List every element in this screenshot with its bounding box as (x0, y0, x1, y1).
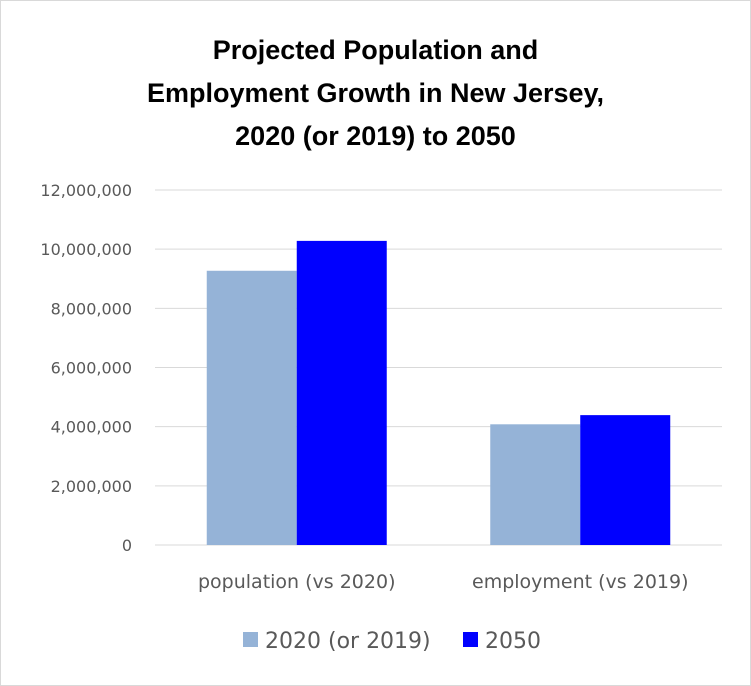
bar-1-1 (206, 270, 297, 545)
bar-2-1 (296, 240, 387, 545)
bars (206, 240, 671, 545)
x-category-label: employment (vs 2019) (472, 571, 689, 593)
legend: 2020 (or 2019) 2050 (243, 629, 541, 654)
chart-title-line-3: 2020 (or 2019) to 2050 (235, 121, 516, 151)
y-tick-label: 2,000,000 (51, 477, 132, 496)
y-axis-ticks: 0 2,000,000 4,000,000 6,000,000 8,000,000 10,… (40, 181, 132, 555)
chart-title-line-1: Projected Population and (212, 35, 539, 65)
y-tick-label: 6,000,000 (51, 359, 132, 378)
y-tick-label: 8,000,000 (51, 299, 132, 318)
y-tick-label: 0 (122, 536, 132, 555)
bar-2-2 (580, 415, 671, 545)
bar-1-2 (490, 424, 581, 545)
legend-swatch (243, 632, 258, 647)
legend-label: 2050 (485, 629, 541, 654)
chart-title: Projected Population and Employment Grow… (1, 29, 750, 158)
y-tick-label: 4,000,000 (51, 418, 132, 437)
chart-title-line-2: Employment Growth in New Jersey, (146, 78, 605, 108)
x-axis-categories: population (vs 2020) employment (vs 2019) (198, 571, 689, 593)
legend-label: 2020 (or 2019) (265, 629, 431, 654)
y-tick-label: 10,000,000 (40, 240, 132, 259)
y-tick-label: 12,000,000 (40, 181, 132, 200)
x-category-label: population (vs 2020) (198, 571, 396, 593)
legend-swatch (463, 632, 478, 647)
